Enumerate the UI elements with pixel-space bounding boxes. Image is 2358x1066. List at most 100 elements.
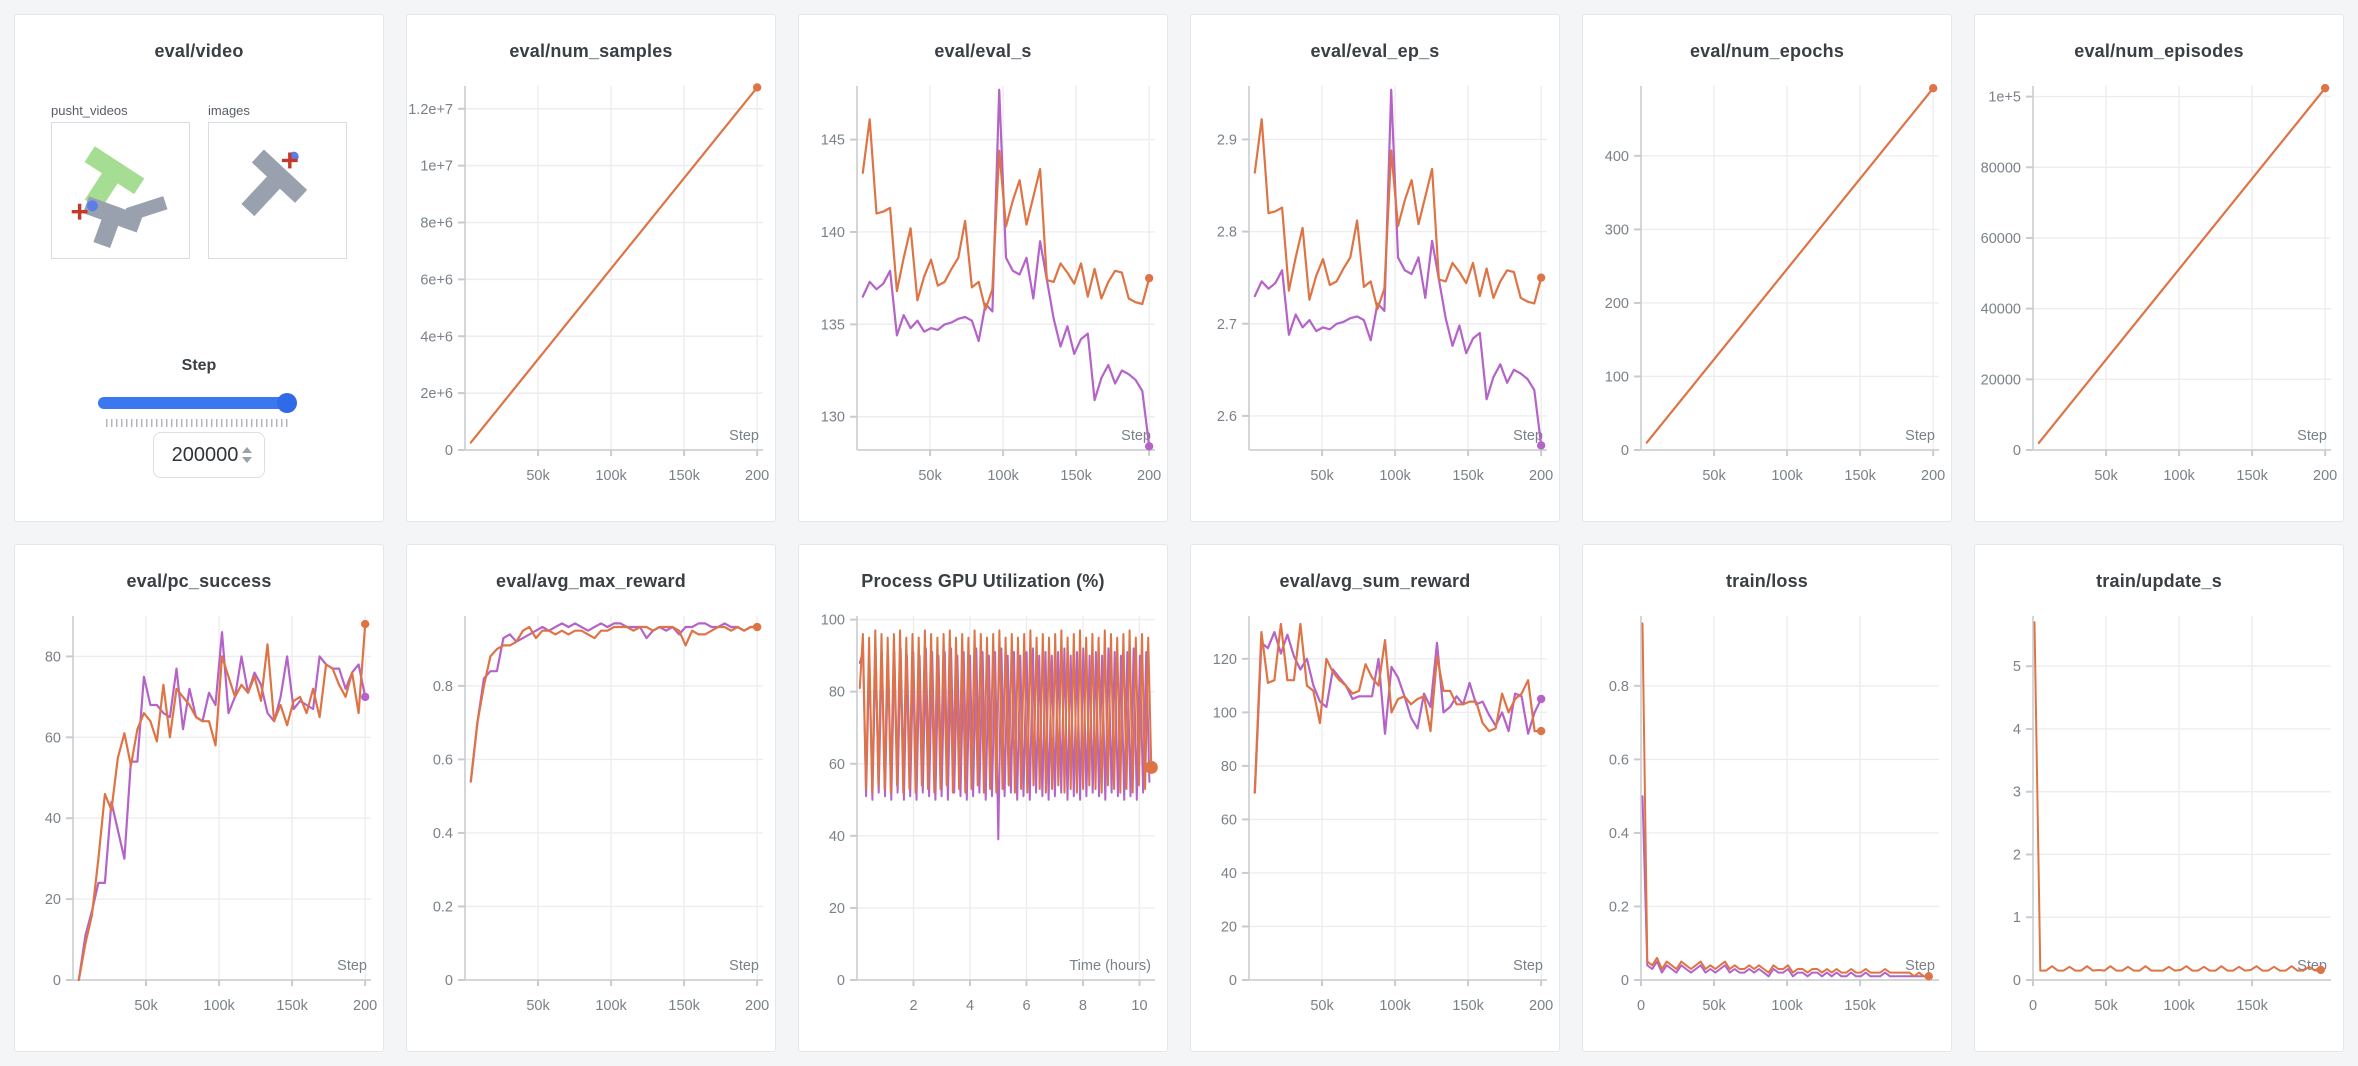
step-stepper[interactable] [242, 447, 252, 463]
thumb-label-pusht-videos: pusht_videos [51, 103, 128, 118]
svg-text:0: 0 [1621, 973, 1629, 989]
svg-text:3: 3 [2013, 785, 2021, 801]
svg-text:100k: 100k [203, 998, 235, 1014]
svg-text:50k: 50k [918, 468, 942, 484]
step-value-input[interactable] [166, 442, 244, 468]
svg-text:130: 130 [821, 410, 845, 426]
svg-text:20: 20 [1221, 919, 1237, 935]
chart-title: eval/num_epochs [1689, 41, 1845, 61]
svg-text:4e+6: 4e+6 [420, 329, 453, 345]
svg-text:4: 4 [2013, 722, 2021, 738]
svg-text:50k: 50k [1310, 468, 1334, 484]
svg-text:Step: Step [1513, 428, 1543, 444]
svg-text:20: 20 [829, 901, 845, 917]
panel-eval-num-epochs[interactable]: eval/num_epochs 0 100 200 300 400 50k 100k 150k… [1582, 14, 1952, 522]
step-slider-thumb[interactable] [277, 393, 297, 413]
svg-text:50k: 50k [1702, 468, 1726, 484]
chart-eval-eval-s[interactable]: 130 135 140 145 50k 100k 150k 200 Step [799, 72, 1168, 508]
svg-text:0: 0 [53, 973, 61, 989]
chart-eval-pc-success[interactable]: 0 20 40 60 80 50k 100k 150k 200 Step [15, 602, 384, 1038]
step-decrement-icon[interactable] [242, 457, 252, 463]
svg-text:0.6: 0.6 [1609, 752, 1629, 768]
svg-text:60: 60 [45, 730, 61, 746]
svg-text:0: 0 [445, 443, 453, 459]
svg-text:200: 200 [745, 468, 769, 484]
svg-text:0: 0 [2013, 973, 2021, 989]
panel-eval-avg-sum-reward[interactable]: eval/avg_sum_reward 0 20 40 60 80 100 120 50k 10… [1190, 544, 1560, 1052]
chart-train-loss[interactable]: 0 0.2 0.4 0.6 0.8 0 50k 100k 150k Step [1583, 602, 1952, 1038]
svg-text:200: 200 [1605, 296, 1629, 312]
chart-eval-avg-max-reward[interactable]: 0 0.2 0.4 0.6 0.8 50k 100k 150k 200 Step [407, 602, 776, 1038]
svg-text:0.6: 0.6 [433, 752, 453, 768]
chart-eval-num-episodes[interactable]: 0 20000 40000 60000 80000 1e+5 50k 100k 150k 200 S… [1975, 72, 2344, 508]
pusht-video-thumbnail[interactable] [51, 122, 190, 259]
svg-text:100k: 100k [1771, 468, 1803, 484]
svg-text:200: 200 [1921, 468, 1945, 484]
panel-eval-num-samples[interactable]: eval/num_samples 0 2e+6 4e+6 6e+6 8e+6 1e+7 1.… [406, 14, 776, 522]
step-slider-ruler [106, 419, 288, 427]
panel-eval-eval-s[interactable]: eval/eval_s 130 135 140 145 50k 100k 150k 200 St… [798, 14, 1168, 522]
svg-text:0: 0 [2029, 998, 2037, 1014]
svg-text:5: 5 [2013, 659, 2021, 675]
svg-text:60: 60 [1221, 812, 1237, 828]
svg-text:0: 0 [445, 973, 453, 989]
svg-text:150k: 150k [1452, 468, 1484, 484]
chart-eval-avg-sum-reward[interactable]: 0 20 40 60 80 100 120 50k 100k 150k 200 Step [1191, 602, 1560, 1038]
pusht-image-drawing [241, 149, 308, 217]
chart-eval-eval-ep-s[interactable]: 2.6 2.7 2.8 2.9 50k 100k 150k 200 Step [1191, 72, 1560, 508]
svg-text:200: 200 [2313, 468, 2337, 484]
svg-text:2.7: 2.7 [1217, 317, 1237, 333]
svg-text:2.9: 2.9 [1217, 132, 1237, 148]
svg-text:100k: 100k [1771, 998, 1803, 1014]
svg-text:0.4: 0.4 [1609, 826, 1629, 842]
step-slider[interactable] [98, 393, 297, 413]
svg-text:0: 0 [1637, 998, 1645, 1014]
svg-text:2: 2 [2013, 847, 2021, 863]
step-slider-track[interactable] [98, 397, 294, 409]
svg-text:100k: 100k [595, 468, 627, 484]
svg-text:150k: 150k [1844, 468, 1876, 484]
step-increment-icon[interactable] [242, 447, 252, 453]
svg-text:150k: 150k [1060, 468, 1092, 484]
svg-text:60: 60 [829, 757, 845, 773]
svg-text:200: 200 [745, 998, 769, 1014]
panel-eval-video[interactable]: eval/video pusht_videos images [14, 14, 384, 522]
svg-text:1e+7: 1e+7 [420, 159, 453, 175]
svg-text:Step: Step [1513, 958, 1543, 974]
panel-eval-pc-success[interactable]: eval/pc_success 0 20 40 60 80 50k 100k 150k 200 S… [14, 544, 384, 1052]
chart-eval-num-epochs[interactable]: 0 100 200 300 400 50k 100k 150k 200 Step [1583, 72, 1952, 508]
svg-text:0: 0 [1229, 973, 1237, 989]
svg-text:0: 0 [837, 973, 845, 989]
panel-gpu-utilization[interactable]: Process GPU Utilization (%) 0 20 40 60 80 100… [798, 544, 1168, 1052]
svg-text:50k: 50k [1310, 998, 1334, 1014]
svg-text:140: 140 [821, 225, 845, 241]
svg-text:200: 200 [1529, 998, 1553, 1014]
chart-title: eval/num_episodes [2074, 41, 2244, 61]
svg-text:150k: 150k [1844, 998, 1876, 1014]
svg-text:120: 120 [1213, 652, 1237, 668]
images-thumbnail[interactable] [208, 122, 347, 259]
svg-text:40: 40 [45, 811, 61, 827]
svg-text:50k: 50k [2094, 998, 2118, 1014]
chart-gpu-utilization[interactable]: 0 20 40 60 80 100 2 4 6 8 10 Time (hours) [799, 602, 1168, 1038]
svg-text:6: 6 [1022, 998, 1030, 1014]
svg-text:2: 2 [909, 998, 917, 1014]
panel-eval-avg-max-reward[interactable]: eval/avg_max_reward 0 0.2 0.4 0.6 0.8 50k 100k… [406, 544, 776, 1052]
panel-train-loss[interactable]: train/loss 0 0.2 0.4 0.6 0.8 0 50k 100k 150k Step [1582, 544, 1952, 1052]
chart-eval-num-samples[interactable]: 0 2e+6 4e+6 6e+6 8e+6 1e+7 1.2e+7 50k 100k 150k 20… [407, 72, 776, 508]
svg-text:150k: 150k [668, 468, 700, 484]
svg-text:100k: 100k [595, 998, 627, 1014]
step-value-box [153, 432, 265, 478]
svg-text:20: 20 [45, 892, 61, 908]
thumb-label-images: images [208, 103, 250, 118]
svg-text:Step: Step [1905, 428, 1935, 444]
svg-text:400: 400 [1605, 149, 1629, 165]
panel-eval-eval-ep-s[interactable]: eval/eval_ep_s 2.6 2.7 2.8 2.9 50k 100k 150k 20… [1190, 14, 1560, 522]
svg-text:100: 100 [1213, 705, 1237, 721]
panel-eval-num-episodes[interactable]: eval/num_episodes 0 20000 40000 60000 80000 1… [1974, 14, 2344, 522]
svg-text:2e+6: 2e+6 [420, 386, 453, 402]
panel-train-update-s[interactable]: train/update_s 0 1 2 3 4 5 0 50k 100k 150k Step [1974, 544, 2344, 1052]
svg-text:100k: 100k [1379, 998, 1411, 1014]
